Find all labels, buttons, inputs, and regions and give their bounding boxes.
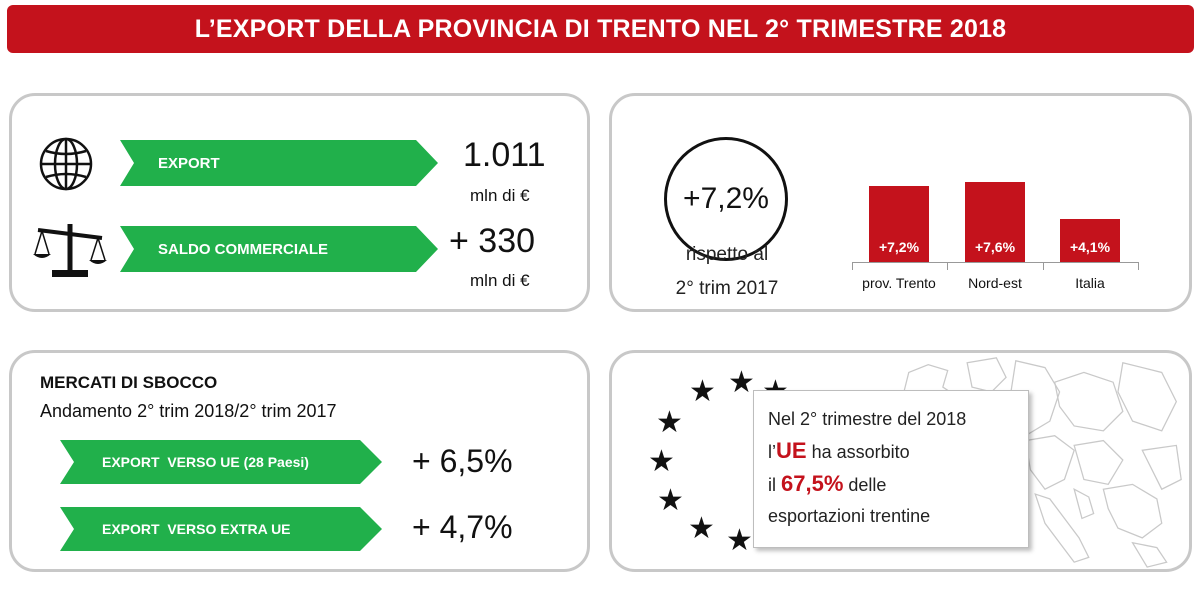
markets-panel: MERCATI DI SBOCCO Andamento 2° trim 2018… bbox=[9, 350, 590, 572]
eu-text-line3: il 67,5% delle bbox=[768, 468, 1028, 501]
growth-caption-line2: 2° trim 2017 bbox=[675, 278, 779, 299]
bar-nord-est: +7,6% bbox=[965, 182, 1025, 262]
export-extra-ue-label-text: EXPORT VERSO EXTRA UE bbox=[102, 521, 291, 537]
eu-share-panel: ★ ★ ★ ★ ★ ★ ★ ★ Nel 2° trimestre del 201… bbox=[609, 350, 1192, 572]
growth-caption-line1: rispetto al bbox=[685, 244, 769, 265]
chart-baseline bbox=[852, 262, 1138, 263]
page-title: L’EXPORT DELLA PROVINCIA DI TRENTO NEL 2… bbox=[194, 14, 1007, 43]
export-ue-label-text: EXPORT VERSO UE (28 Paesi) bbox=[102, 454, 309, 470]
export-ue-label: EXPORT VERSO UE (28 Paesi) bbox=[60, 440, 382, 484]
eu-text-ue: UE bbox=[776, 438, 807, 463]
markets-title: MERCATI DI SBOCCO bbox=[40, 373, 218, 392]
growth-panel: +7,2% rispetto al 2° trim 2017 +7,2% prov… bbox=[609, 93, 1192, 312]
export-extra-ue-value: + 4,7% bbox=[412, 509, 513, 545]
header-banner: L’EXPORT DELLA PROVINCIA DI TRENTO NEL 2… bbox=[7, 5, 1194, 53]
globe-icon bbox=[39, 137, 93, 191]
eu-text-line2-pre: l’ bbox=[768, 442, 776, 462]
eu-share-textbox: Nel 2° trimestre del 2018 l’UE ha assorb… bbox=[753, 390, 1029, 548]
bar-data-label: +4,1% bbox=[1069, 239, 1111, 255]
growth-value: +7,2% bbox=[683, 182, 769, 215]
markets-subtitle: Andamento 2° trim 2018/2° trim 2017 bbox=[40, 401, 337, 421]
saldo-label: SALDO COMMERCIALE bbox=[120, 226, 438, 272]
eu-text-line1: Nel 2° trimestre del 2018 bbox=[768, 409, 967, 429]
saldo-label-text: SALDO COMMERCIALE bbox=[158, 240, 328, 258]
category-label: prov. Trento bbox=[862, 275, 936, 291]
summary-panel: EXPORT 1.011 mln di € SALDO COMMERCIALE … bbox=[9, 93, 590, 312]
chart-tick bbox=[1138, 262, 1139, 270]
export-label: EXPORT bbox=[120, 140, 438, 186]
category-label: Italia bbox=[1075, 275, 1105, 291]
category-label: Nord-est bbox=[968, 275, 1022, 291]
eu-star-icon: ★ bbox=[657, 484, 684, 517]
chart-tick bbox=[852, 262, 853, 270]
export-value: 1.011 bbox=[463, 136, 546, 174]
export-label-text: EXPORT bbox=[158, 154, 220, 172]
eu-text-line2-post: ha assorbito bbox=[806, 442, 910, 462]
saldo-value: + 330 bbox=[449, 222, 536, 260]
eu-star-icon: ★ bbox=[648, 445, 675, 478]
eu-text-line2: l’UE ha assorbito bbox=[768, 435, 1028, 468]
eu-star-icon: ★ bbox=[688, 512, 715, 545]
eu-text-share: 67,5% bbox=[781, 471, 844, 496]
chart-tick bbox=[1043, 262, 1044, 270]
bar-data-label: +7,6% bbox=[974, 239, 1016, 255]
eu-star-icon: ★ bbox=[689, 375, 716, 408]
eu-star-icon: ★ bbox=[726, 524, 753, 557]
bar-data-label: +7,2% bbox=[878, 239, 920, 255]
bar-italia: +4,1% bbox=[1060, 219, 1120, 262]
eu-text-line3-post: delle bbox=[843, 475, 887, 495]
growth-circle: +7,2% bbox=[664, 137, 788, 261]
eu-text-line4: esportazioni trentine bbox=[768, 506, 931, 526]
bar-prov-trento: +7,2% bbox=[869, 186, 929, 262]
balance-scale-icon bbox=[33, 224, 107, 277]
eu-star-icon: ★ bbox=[728, 366, 755, 399]
eu-star-icon: ★ bbox=[656, 406, 683, 439]
saldo-unit: mln di € bbox=[470, 271, 530, 290]
chart-tick bbox=[947, 262, 948, 270]
export-extra-ue-label: EXPORT VERSO EXTRA UE bbox=[60, 507, 382, 551]
export-unit: mln di € bbox=[470, 186, 530, 205]
export-ue-value: + 6,5% bbox=[412, 443, 513, 479]
eu-text-line3-pre: il bbox=[768, 475, 781, 495]
